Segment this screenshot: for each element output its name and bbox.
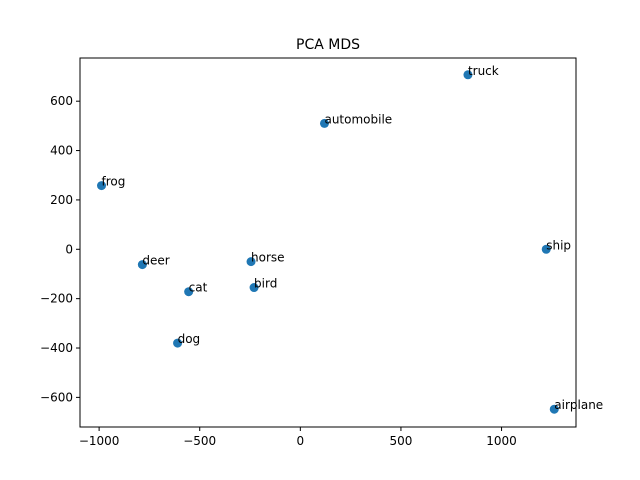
data-point-bird bbox=[249, 283, 259, 293]
point-labels: truck automobile frog ship deer horse cat bird d… bbox=[102, 64, 604, 412]
point-label-airplane: airplane bbox=[554, 398, 603, 412]
point-label-frog: frog bbox=[102, 175, 126, 189]
x-tick-label: 1000 bbox=[486, 434, 517, 448]
data-point-automobile bbox=[319, 118, 329, 128]
x-tick-label: 500 bbox=[389, 434, 412, 448]
point-label-deer: deer bbox=[142, 254, 169, 268]
x-tick-label: −1000 bbox=[79, 434, 120, 448]
point-label-automobile: automobile bbox=[324, 112, 392, 126]
x-tick-label: 0 bbox=[297, 434, 305, 448]
y-tick-label: 200 bbox=[50, 193, 73, 207]
x-tick-label: −500 bbox=[183, 434, 216, 448]
y-tick-label: −200 bbox=[40, 292, 73, 306]
y-tick-label: −400 bbox=[40, 341, 73, 355]
point-label-horse: horse bbox=[251, 251, 285, 265]
y-tick-label: 0 bbox=[65, 242, 73, 256]
y-tick-label: 600 bbox=[50, 94, 73, 108]
axis-ticks: −1000 −500 0 500 1000 −600 −400 −200 0 200 400 600 bbox=[40, 94, 517, 448]
point-label-bird: bird bbox=[254, 277, 277, 291]
plot-frame bbox=[79, 57, 577, 428]
data-point-deer bbox=[137, 260, 147, 270]
point-label-dog: dog bbox=[178, 332, 201, 346]
data-point-cat bbox=[184, 287, 194, 297]
data-point-truck bbox=[463, 70, 473, 80]
data-point-ship bbox=[541, 244, 551, 254]
point-label-ship: ship bbox=[546, 238, 571, 252]
data-points bbox=[97, 70, 559, 414]
y-tick-label: −600 bbox=[40, 390, 73, 404]
y-tick-label: 400 bbox=[50, 144, 73, 158]
data-point-dog bbox=[173, 338, 183, 348]
data-point-frog bbox=[97, 181, 107, 191]
data-point-airplane bbox=[549, 404, 559, 414]
point-label-truck: truck bbox=[468, 64, 499, 78]
chart-title: PCA MDS bbox=[296, 37, 360, 53]
point-label-cat: cat bbox=[189, 281, 208, 295]
data-point-horse bbox=[246, 257, 256, 267]
